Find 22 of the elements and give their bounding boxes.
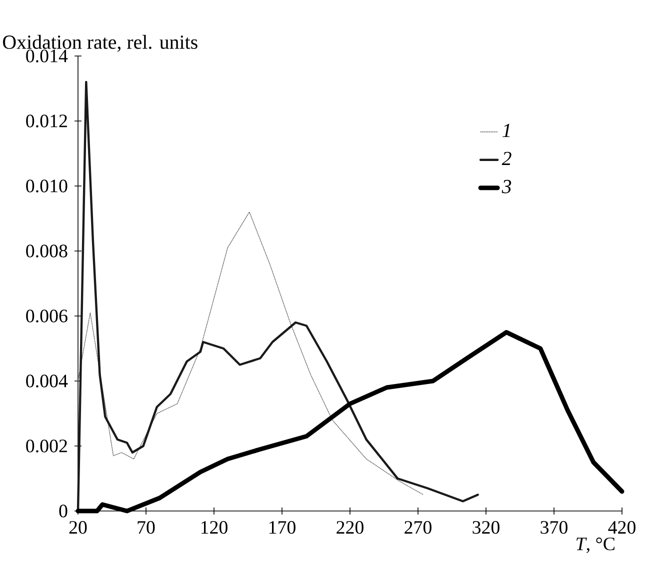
x-tick-label: 270 [404, 521, 432, 534]
x-tick-label: 20 [69, 521, 87, 534]
legend-label: 1 [502, 124, 510, 138]
y-tick-label: 0.014 [26, 50, 68, 62]
legend-label: 2 [502, 152, 512, 166]
x-tick-label: 420 [608, 521, 636, 534]
y-tick-label: 0.010 [26, 180, 68, 192]
x-tick-label: 120 [201, 521, 228, 534]
legend-label: 3 [502, 180, 512, 194]
y-tick-label: 0 [59, 504, 68, 518]
x-tick-label: 70 [138, 521, 155, 534]
y-tick-label: 0.002 [26, 440, 67, 452]
x-tick-label: 370 [540, 521, 568, 534]
x-tick-label: 320 [472, 521, 500, 534]
x-tick-label: 170 [269, 521, 296, 534]
x-tick-label: 220 [336, 521, 364, 534]
y-tick-label: 0.008 [26, 244, 68, 258]
y-tick-label: 0.006 [26, 310, 68, 322]
line-series [78, 212, 424, 496]
y-tick-label: 0.004 [26, 374, 68, 388]
y-tick-label: 0.012 [26, 114, 67, 128]
x-axis-title: T, °C [576, 538, 614, 554]
